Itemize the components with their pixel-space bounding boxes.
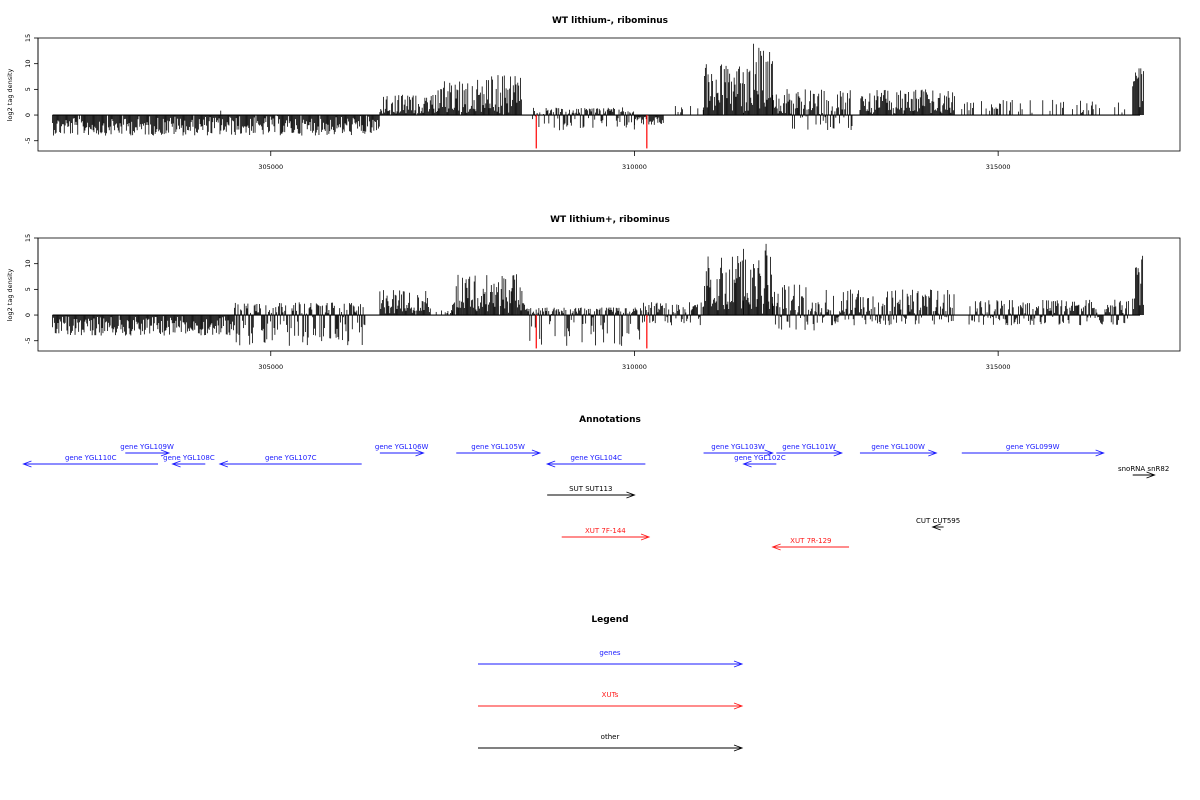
annotation-label: XUT 7R-129 — [790, 537, 831, 545]
annotation-feature: gene YGL110C — [22, 454, 159, 468]
annotation-arrow-head — [1146, 471, 1156, 479]
y-tick-label: 0 — [24, 113, 32, 117]
annotation-feature: gene YGL108C — [163, 454, 215, 468]
annotation-label: gene YGL099W — [1006, 443, 1060, 451]
y-tick-label: -5 — [24, 137, 32, 143]
annotation-label: CUT CUT595 — [916, 517, 960, 525]
annotation-arrow-head — [640, 533, 651, 541]
plot-frame — [37, 37, 1181, 152]
annotation-arrow-head — [545, 460, 556, 468]
legend-panel: Legend genes XUTs other — [478, 615, 744, 752]
legend-label: XUTs — [602, 691, 619, 699]
annotation-label: gene YGL108C — [163, 454, 215, 462]
x-tick-label: 310000 — [622, 163, 647, 171]
annotation-feature: snoRNA snR82 — [1118, 465, 1169, 479]
legend-entry: XUTs — [478, 691, 744, 710]
annotation-feature: gene YGL102C — [734, 454, 786, 468]
annotation-arrow-head — [626, 491, 636, 499]
annotation-feature: XUT 7F-144 — [561, 527, 651, 541]
x-tick-label: 315000 — [986, 363, 1011, 371]
annotation-label: gene YGL105W — [471, 443, 525, 451]
annotation-arrow-head — [22, 460, 32, 468]
annotation-label: SUT SUT113 — [569, 485, 612, 493]
y-tick-label: 15 — [24, 34, 32, 42]
annotation-feature: SUT SUT113 — [547, 485, 636, 499]
track-panel-lithium-plus: WT lithium+, ribominus log2 tag density … — [6, 215, 1181, 371]
annotation-arrow-head — [771, 543, 781, 551]
bar-series — [52, 43, 1144, 149]
annotation-label: gene YGL100W — [871, 443, 925, 451]
y-tick-label: 10 — [24, 60, 32, 68]
annotation-arrow-head — [764, 449, 774, 457]
y-axis-label: log2 tag density — [6, 69, 14, 122]
annotation-arrow-head — [531, 449, 542, 457]
axes: -5 0 5 10 15 305000 310000 315000 — [24, 234, 1011, 371]
annotation-feature: gene YGL101W — [776, 443, 844, 457]
annotation-label: gene YGL102C — [734, 454, 786, 462]
annotation-feature: CUT CUT595 — [916, 517, 960, 531]
annotation-feature: gene YGL105W — [456, 443, 542, 457]
x-tick-label: 310000 — [622, 363, 647, 371]
x-tick-label: 305000 — [258, 163, 283, 171]
legend-arrow-head — [733, 744, 744, 752]
y-tick-label: 10 — [24, 260, 32, 268]
annotation-feature: gene YGL109W — [120, 443, 174, 457]
legend-title: Legend — [591, 615, 628, 625]
axes: -5 0 5 10 15 305000 310000 315000 — [24, 34, 1011, 171]
legend-entry: other — [478, 733, 744, 752]
legend-entries: genes XUTs other — [478, 649, 744, 752]
annotation-label: gene YGL101W — [782, 443, 836, 451]
legend-entry: genes — [478, 649, 744, 668]
annotation-label: snoRNA snR82 — [1118, 465, 1169, 473]
annotation-arrow-head — [1095, 449, 1105, 457]
annotation-label: gene YGL106W — [375, 443, 429, 451]
annotation-feature: gene YGL100W — [859, 443, 938, 457]
annotation-arrow-head — [171, 460, 181, 468]
annotation-label: gene YGL104C — [570, 454, 622, 462]
legend-label: other — [601, 733, 620, 741]
x-tick-label: 305000 — [258, 363, 283, 371]
x-tick-label: 315000 — [986, 163, 1011, 171]
y-tick-label: -5 — [24, 337, 32, 343]
annotation-feature: gene YGL104C — [545, 454, 646, 468]
y-tick-label: 5 — [24, 287, 32, 291]
annotation-label: gene YGL109W — [120, 443, 174, 451]
annotation-label: XUT 7F-144 — [585, 527, 626, 535]
y-tick-label: 15 — [24, 234, 32, 242]
annotation-feature: gene YGL107C — [218, 454, 362, 468]
legend-label: genes — [599, 649, 620, 657]
legend-arrow-head — [733, 660, 744, 668]
track-title: WT lithium+, ribominus — [550, 215, 670, 225]
annotation-arrow-head — [833, 449, 844, 457]
annotations-title: Annotations — [579, 415, 641, 425]
annotation-feature: gene YGL099W — [961, 443, 1105, 457]
annotation-label: gene YGL103W — [711, 443, 765, 451]
annotation-label: gene YGL110C — [65, 454, 117, 462]
bar-series — [52, 243, 1144, 349]
track-panel-lithium-minus: WT lithium-, ribominus log2 tag density … — [6, 16, 1181, 171]
legend-arrow-head — [733, 702, 744, 710]
plot-frame — [37, 237, 1181, 352]
annotation-arrow-head — [931, 523, 941, 531]
track-title: WT lithium-, ribominus — [552, 16, 668, 26]
annotation-arrow-head — [160, 449, 171, 457]
annotation-arrow-head — [218, 460, 229, 468]
annotation-feature: XUT 7R-129 — [771, 537, 850, 551]
y-axis-label: log2 tag density — [6, 269, 14, 322]
y-tick-label: 0 — [24, 313, 32, 317]
y-tick-label: 5 — [24, 87, 32, 91]
annotation-arrow-head — [742, 460, 752, 468]
annotation-label: gene YGL107C — [265, 454, 317, 462]
annotation-arrow-head — [415, 449, 425, 457]
annotation-arrow-head — [928, 449, 938, 457]
annotation-feature: gene YGL106W — [375, 443, 429, 457]
annotation-feature: gene YGL103W — [703, 443, 774, 457]
